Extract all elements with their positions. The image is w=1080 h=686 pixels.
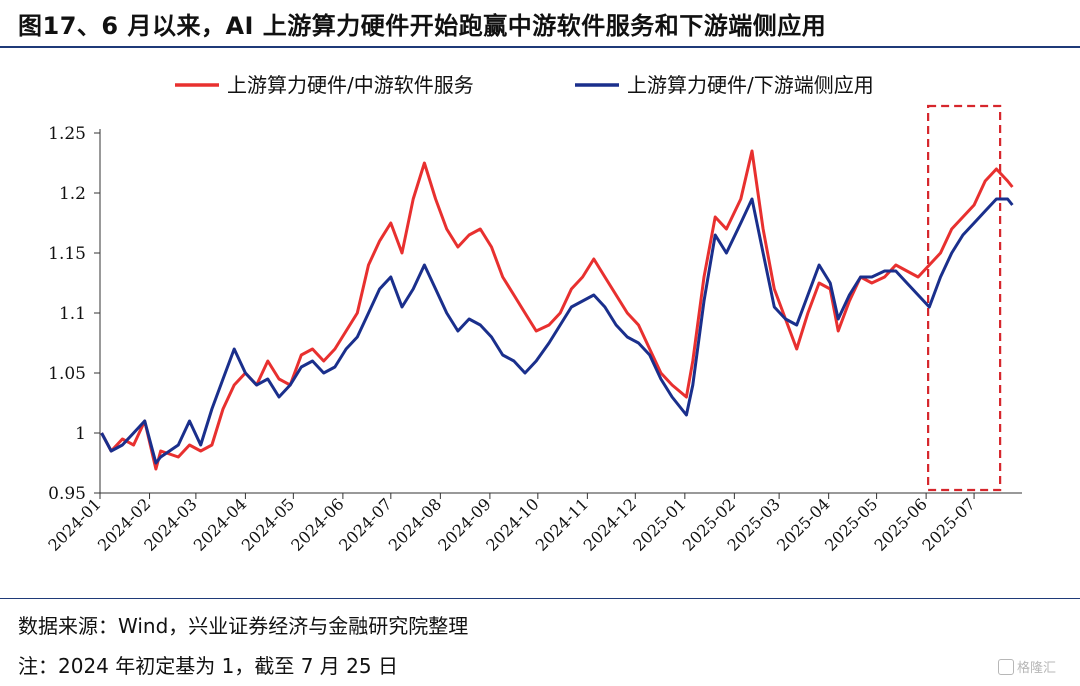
y-tick-label: 1.25 — [48, 124, 86, 144]
x-tick-label: 2024-08 — [385, 494, 445, 554]
source-note: 数据来源：Wind，兴业证券经济与金融研究院整理 — [18, 614, 469, 638]
y-tick-label: 1.2 — [59, 184, 86, 204]
x-tick-label: 2025-07 — [918, 494, 978, 554]
watermark-logo-icon — [998, 658, 1014, 675]
highlight-box — [927, 104, 1002, 492]
line-chart: 0.9511.051.11.151.21.252024-012024-02202… — [44, 73, 1022, 555]
series-line-red — [100, 149, 1014, 471]
y-tick-label: 1.15 — [48, 244, 86, 264]
y-tick-label: 1 — [75, 424, 86, 444]
y-tick-label: 1.1 — [59, 304, 86, 324]
title-bar: 图17、6 月以来，AI 上游算力硬件开始跑赢中游软件服务和下游端侧应用 — [0, 0, 1080, 48]
legend-label-red: 上游算力硬件/中游软件服务 — [227, 73, 474, 97]
x-tick-label: 2025-05 — [821, 494, 881, 554]
x-tick-label: 2024-12 — [580, 494, 640, 554]
footnote: 注：2024 年初定基为 1，截至 7 月 25 日 — [18, 654, 398, 678]
watermark: 格隆汇 — [998, 657, 1076, 679]
x-tick-label: 2024-05 — [238, 494, 298, 554]
y-tick-label: 1.05 — [48, 364, 86, 384]
x-tick-label: 2025-01 — [629, 494, 689, 554]
series-line-blue — [100, 197, 1014, 465]
y-tick-label: 0.95 — [48, 484, 86, 504]
x-tick-label: 2024-07 — [335, 494, 395, 554]
x-tick-label: 2024-10 — [482, 494, 542, 554]
figure-title: 图17、6 月以来，AI 上游算力硬件开始跑赢中游软件服务和下游端侧应用 — [18, 12, 827, 40]
footer-divider — [0, 598, 1080, 599]
legend-label-blue: 上游算力硬件/下游端侧应用 — [627, 73, 874, 97]
watermark-text: 格隆汇 — [1017, 661, 1057, 676]
